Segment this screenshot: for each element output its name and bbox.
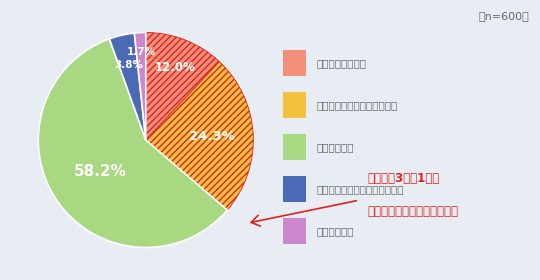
Text: どちらかというと多いと思う: どちらかというと多いと思う <box>316 100 397 110</box>
Text: 適正だと思う: 適正だと思う <box>316 142 354 152</box>
Text: どちらかというと少ないと思う: どちらかというと少ないと思う <box>316 184 404 194</box>
Text: 12.0%: 12.0% <box>154 60 195 74</box>
Wedge shape <box>38 39 227 248</box>
Bar <box>284 134 306 160</box>
Bar <box>284 176 306 202</box>
Text: 58.2%: 58.2% <box>73 164 126 179</box>
Text: 24.3%: 24.3% <box>190 130 235 143</box>
Text: 少ないと思う: 少ないと思う <box>316 226 354 236</box>
Bar <box>284 92 306 118</box>
Wedge shape <box>134 32 146 140</box>
Text: 保護者の3人に1人が: 保護者の3人に1人が <box>367 172 440 185</box>
Wedge shape <box>146 62 253 210</box>
Text: 1.7%: 1.7% <box>126 47 156 57</box>
Text: とても多いと思う: とても多いと思う <box>316 58 366 68</box>
Bar <box>284 50 306 76</box>
Text: 学校行事が多いと思うと回答: 学校行事が多いと思うと回答 <box>367 206 458 218</box>
Wedge shape <box>110 33 146 140</box>
Bar <box>284 218 306 244</box>
Text: 3.8%: 3.8% <box>114 60 143 69</box>
Text: （n=600）: （n=600） <box>478 11 529 21</box>
Wedge shape <box>146 32 219 140</box>
